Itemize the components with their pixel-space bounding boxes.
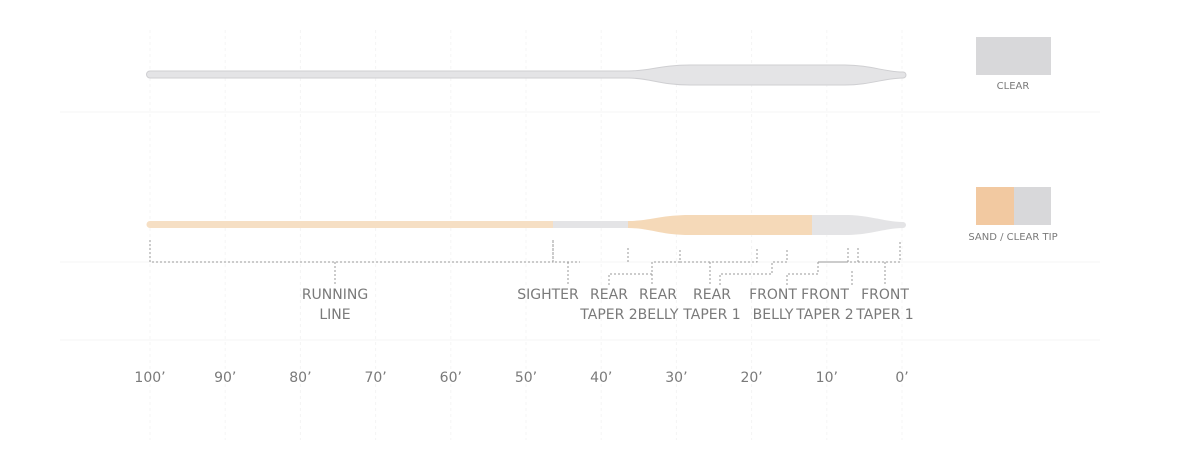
- swatch-label: SAND / CLEAR TIP: [968, 232, 1057, 243]
- sighter: [553, 221, 628, 228]
- segment-label: TAPER 1: [682, 307, 740, 323]
- segment-label: BELLY: [753, 307, 794, 323]
- axis-label: 80’: [289, 370, 311, 386]
- axis-label: 20’: [740, 370, 762, 386]
- sand-swatch: [976, 187, 1014, 225]
- sand-running-line: [146, 221, 553, 228]
- segment-label: TAPER 1: [855, 307, 913, 323]
- segment-label: TAPER 2: [795, 307, 853, 323]
- axis-label: 10’: [816, 370, 838, 386]
- axis-label: 30’: [665, 370, 687, 386]
- segment-label: LINE: [319, 307, 350, 323]
- bracket-lines: [149, 240, 901, 285]
- axis-label: 90’: [214, 370, 236, 386]
- segment-label: REAR: [590, 287, 628, 303]
- axis-label: 50’: [515, 370, 537, 386]
- segment-label: BELLY: [638, 307, 679, 323]
- sand-head: [628, 215, 812, 235]
- segment-label: FRONT: [749, 287, 797, 303]
- clear-tip-swatch: [1014, 187, 1051, 225]
- segment-label: TAPER 2: [579, 307, 637, 323]
- segment-label: REAR: [693, 287, 731, 303]
- segment-label: REAR: [639, 287, 677, 303]
- axis-label: 40’: [590, 370, 612, 386]
- clear-swatch: [976, 37, 1051, 75]
- clear-tip: [812, 215, 906, 235]
- segment-label: SIGHTER: [517, 287, 579, 303]
- axis-label: 60’: [440, 370, 462, 386]
- segment-label: FRONT: [801, 287, 849, 303]
- axis-label: 70’: [364, 370, 386, 386]
- swatch-label: CLEAR: [997, 81, 1030, 92]
- clear-line: [146, 64, 907, 86]
- segment-label: RUNNING: [302, 287, 368, 303]
- axis-label: 100’: [134, 370, 165, 386]
- axis-label: 0’: [895, 370, 908, 386]
- length-axis: 100’ 90’ 80’ 70’ 60’ 50’ 40’ 30’ 20’ 10’ 0’: [134, 30, 909, 440]
- segment-label: FRONT: [861, 287, 909, 303]
